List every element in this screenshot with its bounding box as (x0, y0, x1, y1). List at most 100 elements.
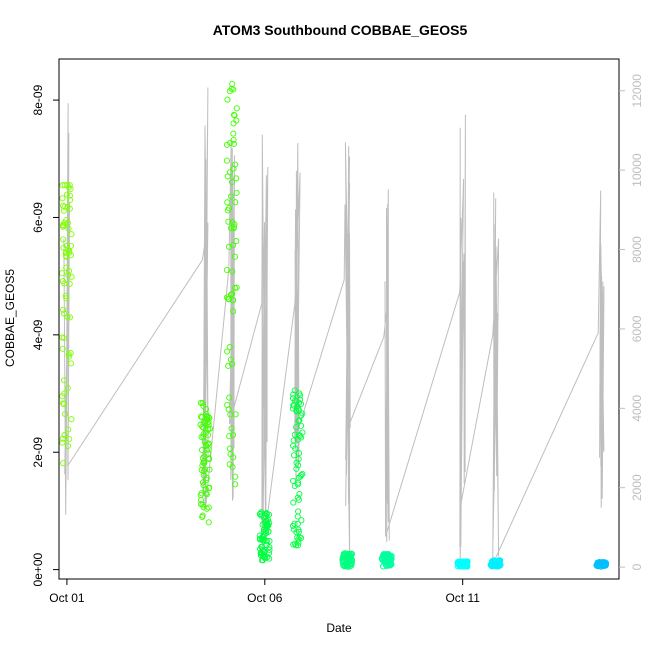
data-point (223, 294, 231, 301)
data-point (228, 85, 235, 92)
data-point (295, 455, 302, 463)
data-point (266, 537, 273, 545)
data-point (62, 292, 69, 299)
data-point (225, 243, 233, 250)
data-point (233, 238, 240, 245)
data-point (293, 407, 300, 414)
data-point (456, 559, 463, 566)
data-point (198, 446, 206, 454)
data-point (198, 467, 205, 474)
data-point (226, 344, 233, 351)
data-point (199, 455, 206, 462)
data-point (298, 517, 305, 524)
y-right-tick-label: 10000 (630, 153, 644, 187)
data-point (299, 470, 306, 478)
data-point (231, 253, 239, 260)
data-point (233, 105, 240, 112)
data-point (290, 499, 297, 506)
data-point (206, 414, 213, 422)
data-point (200, 504, 207, 511)
data-point (296, 490, 303, 498)
data-point (224, 199, 231, 206)
data-point (227, 356, 234, 363)
data-point (223, 266, 230, 274)
data-point (258, 536, 265, 543)
data-point (295, 407, 303, 414)
data-point (386, 561, 393, 569)
data-point (291, 402, 298, 409)
data-point (197, 399, 204, 406)
data-point (224, 207, 231, 214)
data-point (299, 410, 306, 417)
x-tick-label: Oct 06 (247, 591, 283, 605)
data-point (224, 173, 231, 180)
data-point (594, 559, 601, 566)
data-point (454, 563, 461, 570)
data-point (66, 314, 74, 321)
data-point (343, 550, 350, 557)
data-point (296, 417, 303, 424)
data-point (230, 223, 238, 230)
data-point (63, 242, 71, 249)
data-point (66, 280, 73, 287)
data-point (230, 140, 237, 147)
data-point (60, 400, 67, 407)
data-point (231, 221, 238, 228)
data-point (233, 175, 240, 182)
data-point (198, 490, 205, 497)
data-point (293, 465, 300, 472)
data-point (64, 313, 71, 320)
data-point (60, 222, 67, 229)
data-point (60, 401, 68, 408)
data-point (61, 310, 68, 317)
data-point (298, 534, 305, 542)
data-point (224, 348, 231, 355)
data-point (494, 563, 501, 570)
chart-title: ATOM3 Southbound COBBAE_GEOS5 (213, 22, 468, 38)
data-point (202, 429, 209, 436)
data-point (61, 181, 68, 188)
data-point (65, 426, 72, 433)
data-point (60, 306, 67, 313)
data-point (227, 139, 234, 146)
data-point (229, 431, 237, 438)
data-point (59, 195, 66, 202)
data-point (290, 477, 297, 484)
data-point (60, 460, 67, 467)
data-point (232, 199, 239, 206)
data-point (294, 481, 301, 488)
data-point (59, 345, 66, 352)
data-point (67, 196, 74, 204)
data-point (67, 242, 75, 249)
data-point (290, 391, 297, 398)
data-point (229, 80, 236, 88)
x-axis-label: Date (326, 621, 352, 635)
point-cluster-3 (223, 80, 240, 488)
data-point (66, 435, 73, 443)
data-point (295, 508, 302, 515)
data-point (198, 434, 205, 441)
data-point (206, 466, 213, 473)
data-point (225, 295, 232, 302)
data-point (63, 264, 70, 271)
data-point (199, 423, 206, 430)
data-point (225, 362, 232, 369)
data-point (61, 203, 68, 210)
data-point (292, 445, 299, 452)
data-point (230, 130, 237, 137)
data-point (204, 419, 211, 426)
data-point (226, 394, 233, 401)
data-point (257, 510, 264, 517)
y-tick-label: 8e-09 (31, 84, 45, 115)
data-point (295, 474, 302, 481)
data-point (290, 452, 298, 459)
data-point (61, 377, 68, 384)
data-point (206, 456, 213, 463)
data-point (230, 120, 237, 127)
data-point (226, 445, 233, 452)
point-cluster-1 (59, 181, 75, 467)
data-point (64, 247, 71, 254)
data-point (63, 217, 70, 224)
y-right-tick-label: 0 (630, 563, 644, 570)
data-point (65, 271, 72, 279)
